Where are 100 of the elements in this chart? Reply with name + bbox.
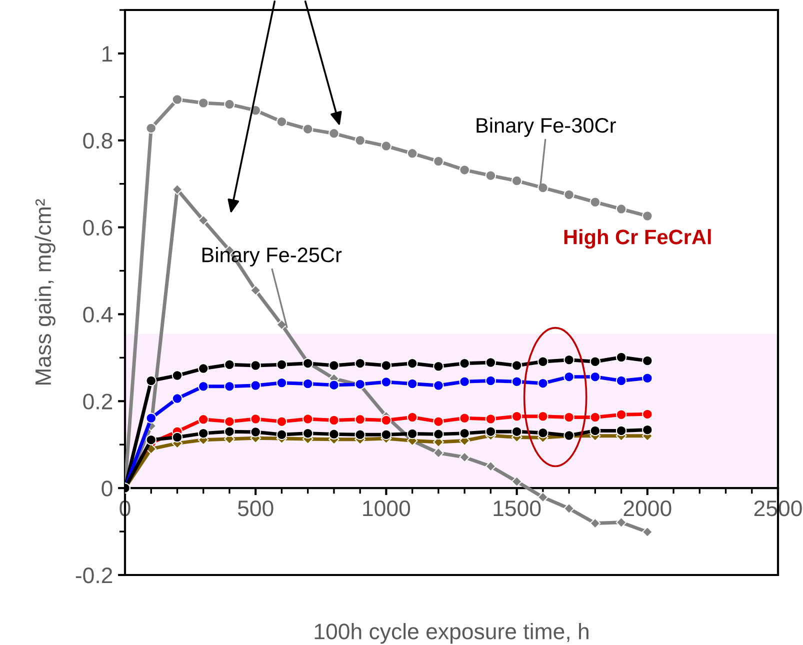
point bbox=[224, 98, 235, 110]
point bbox=[590, 412, 601, 423]
point bbox=[590, 518, 601, 529]
point bbox=[485, 375, 496, 386]
y-tick-label: 0.6 bbox=[83, 220, 112, 236]
point bbox=[590, 196, 601, 208]
point bbox=[328, 128, 340, 139]
point bbox=[172, 393, 183, 404]
point bbox=[433, 447, 444, 458]
point bbox=[616, 517, 627, 528]
point bbox=[433, 361, 444, 372]
point bbox=[511, 175, 522, 186]
point bbox=[380, 429, 392, 440]
point bbox=[146, 412, 156, 424]
point bbox=[459, 376, 470, 387]
point bbox=[406, 412, 418, 423]
point bbox=[642, 424, 653, 436]
point bbox=[276, 416, 288, 427]
point bbox=[616, 425, 627, 436]
point bbox=[485, 170, 496, 181]
point bbox=[328, 380, 340, 390]
point bbox=[642, 372, 653, 384]
point bbox=[590, 425, 601, 436]
point bbox=[224, 359, 235, 370]
point bbox=[642, 210, 653, 222]
y-tick-label: -0.2 bbox=[76, 568, 112, 584]
point bbox=[459, 412, 470, 424]
point bbox=[354, 358, 366, 369]
point bbox=[459, 428, 470, 439]
point bbox=[406, 358, 418, 369]
point bbox=[538, 356, 548, 367]
point bbox=[328, 428, 340, 440]
point bbox=[172, 432, 183, 443]
point bbox=[276, 429, 288, 440]
point bbox=[511, 376, 522, 387]
point bbox=[564, 412, 574, 423]
point bbox=[198, 428, 209, 439]
point bbox=[616, 352, 627, 363]
point bbox=[511, 476, 522, 487]
point bbox=[564, 354, 574, 366]
point bbox=[250, 380, 261, 391]
point bbox=[276, 116, 288, 128]
point bbox=[538, 378, 548, 389]
point bbox=[380, 360, 392, 371]
point bbox=[354, 429, 366, 440]
point bbox=[433, 416, 444, 427]
point bbox=[354, 135, 366, 146]
point bbox=[406, 378, 418, 390]
point bbox=[224, 426, 235, 437]
point bbox=[146, 375, 156, 386]
x-tick-label: 2000 bbox=[624, 500, 672, 516]
point bbox=[538, 428, 548, 438]
point bbox=[642, 526, 653, 538]
point bbox=[485, 460, 496, 472]
point bbox=[224, 381, 235, 392]
point bbox=[250, 360, 261, 371]
point bbox=[590, 356, 601, 367]
point bbox=[328, 414, 340, 426]
x-tick-label: 1500 bbox=[494, 500, 541, 516]
annotation: High Cr FeCrAl bbox=[564, 229, 711, 249]
point bbox=[302, 428, 314, 439]
point bbox=[380, 376, 392, 388]
point bbox=[511, 411, 522, 422]
point bbox=[459, 164, 470, 176]
point bbox=[433, 428, 444, 440]
point bbox=[146, 434, 156, 446]
point bbox=[250, 426, 261, 438]
y-tick-label: 0.2 bbox=[83, 394, 112, 410]
point bbox=[459, 452, 470, 463]
point bbox=[250, 414, 261, 424]
point bbox=[590, 371, 601, 382]
point bbox=[564, 189, 574, 200]
x-axis-title: 100h cycle exposure time, h bbox=[314, 623, 588, 644]
point bbox=[485, 357, 496, 368]
point bbox=[302, 124, 314, 134]
point bbox=[198, 381, 209, 392]
point bbox=[198, 214, 209, 226]
point bbox=[485, 426, 496, 437]
point bbox=[302, 378, 314, 390]
point bbox=[172, 184, 183, 195]
point bbox=[564, 503, 574, 514]
point bbox=[511, 360, 522, 371]
point bbox=[485, 414, 496, 424]
point bbox=[250, 284, 261, 296]
point bbox=[146, 122, 156, 134]
point bbox=[564, 371, 574, 382]
point bbox=[302, 414, 314, 424]
x-tick-label: 500 bbox=[238, 500, 274, 516]
point bbox=[642, 355, 653, 366]
y-tick-label: 0.8 bbox=[83, 132, 112, 149]
point bbox=[276, 378, 288, 388]
y-tick-label: 0.4 bbox=[83, 306, 113, 322]
point bbox=[538, 182, 548, 194]
point bbox=[172, 94, 183, 105]
point bbox=[328, 360, 340, 371]
point bbox=[276, 359, 288, 370]
point bbox=[198, 414, 209, 425]
point bbox=[406, 428, 418, 440]
point bbox=[511, 426, 522, 437]
point bbox=[433, 380, 444, 391]
